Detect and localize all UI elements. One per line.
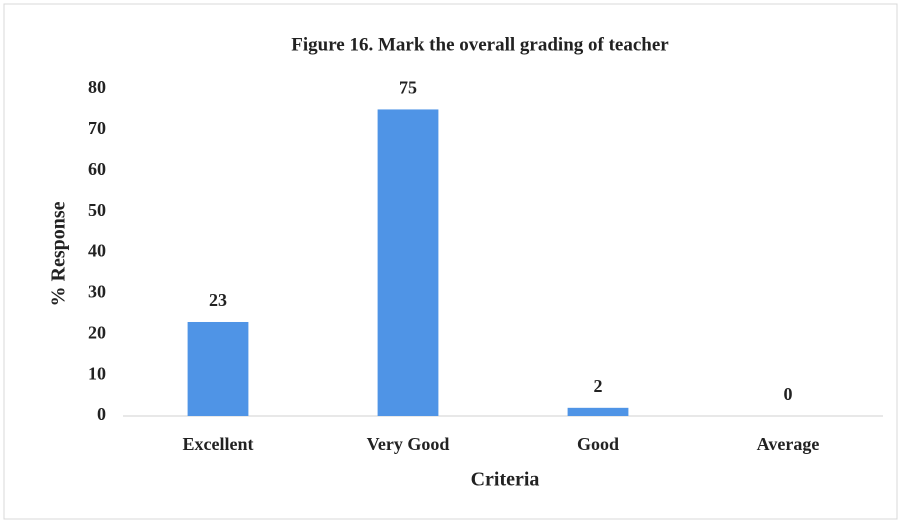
y-tick-label: 10 (88, 363, 106, 383)
y-tick-label: 40 (88, 241, 106, 261)
data-label: 75 (399, 78, 417, 98)
chart-title: Figure 16. Mark the overall grading of t… (291, 34, 669, 55)
x-tick-label: Average (757, 434, 820, 454)
x-axis-title: Criteria (471, 469, 540, 491)
y-tick-label: 80 (88, 77, 106, 97)
bar (187, 321, 249, 416)
y-tick-label: 20 (88, 322, 106, 342)
data-label: 0 (784, 384, 793, 404)
chart-frame (3, 3, 898, 520)
data-label: 2 (594, 376, 603, 396)
y-tick-label: 0 (97, 404, 106, 424)
data-label: 23 (209, 290, 227, 310)
y-axis-title: % Response (48, 201, 70, 306)
y-tick-label: 30 (88, 282, 106, 302)
y-tick-label: 60 (88, 159, 106, 179)
y-tick-label: 50 (88, 200, 106, 220)
bar (567, 407, 629, 416)
x-tick-label: Very Good (367, 434, 450, 454)
x-tick-label: Good (577, 434, 619, 454)
x-tick-label: Excellent (183, 434, 254, 454)
bar (377, 109, 439, 416)
y-tick-label: 70 (88, 118, 106, 138)
